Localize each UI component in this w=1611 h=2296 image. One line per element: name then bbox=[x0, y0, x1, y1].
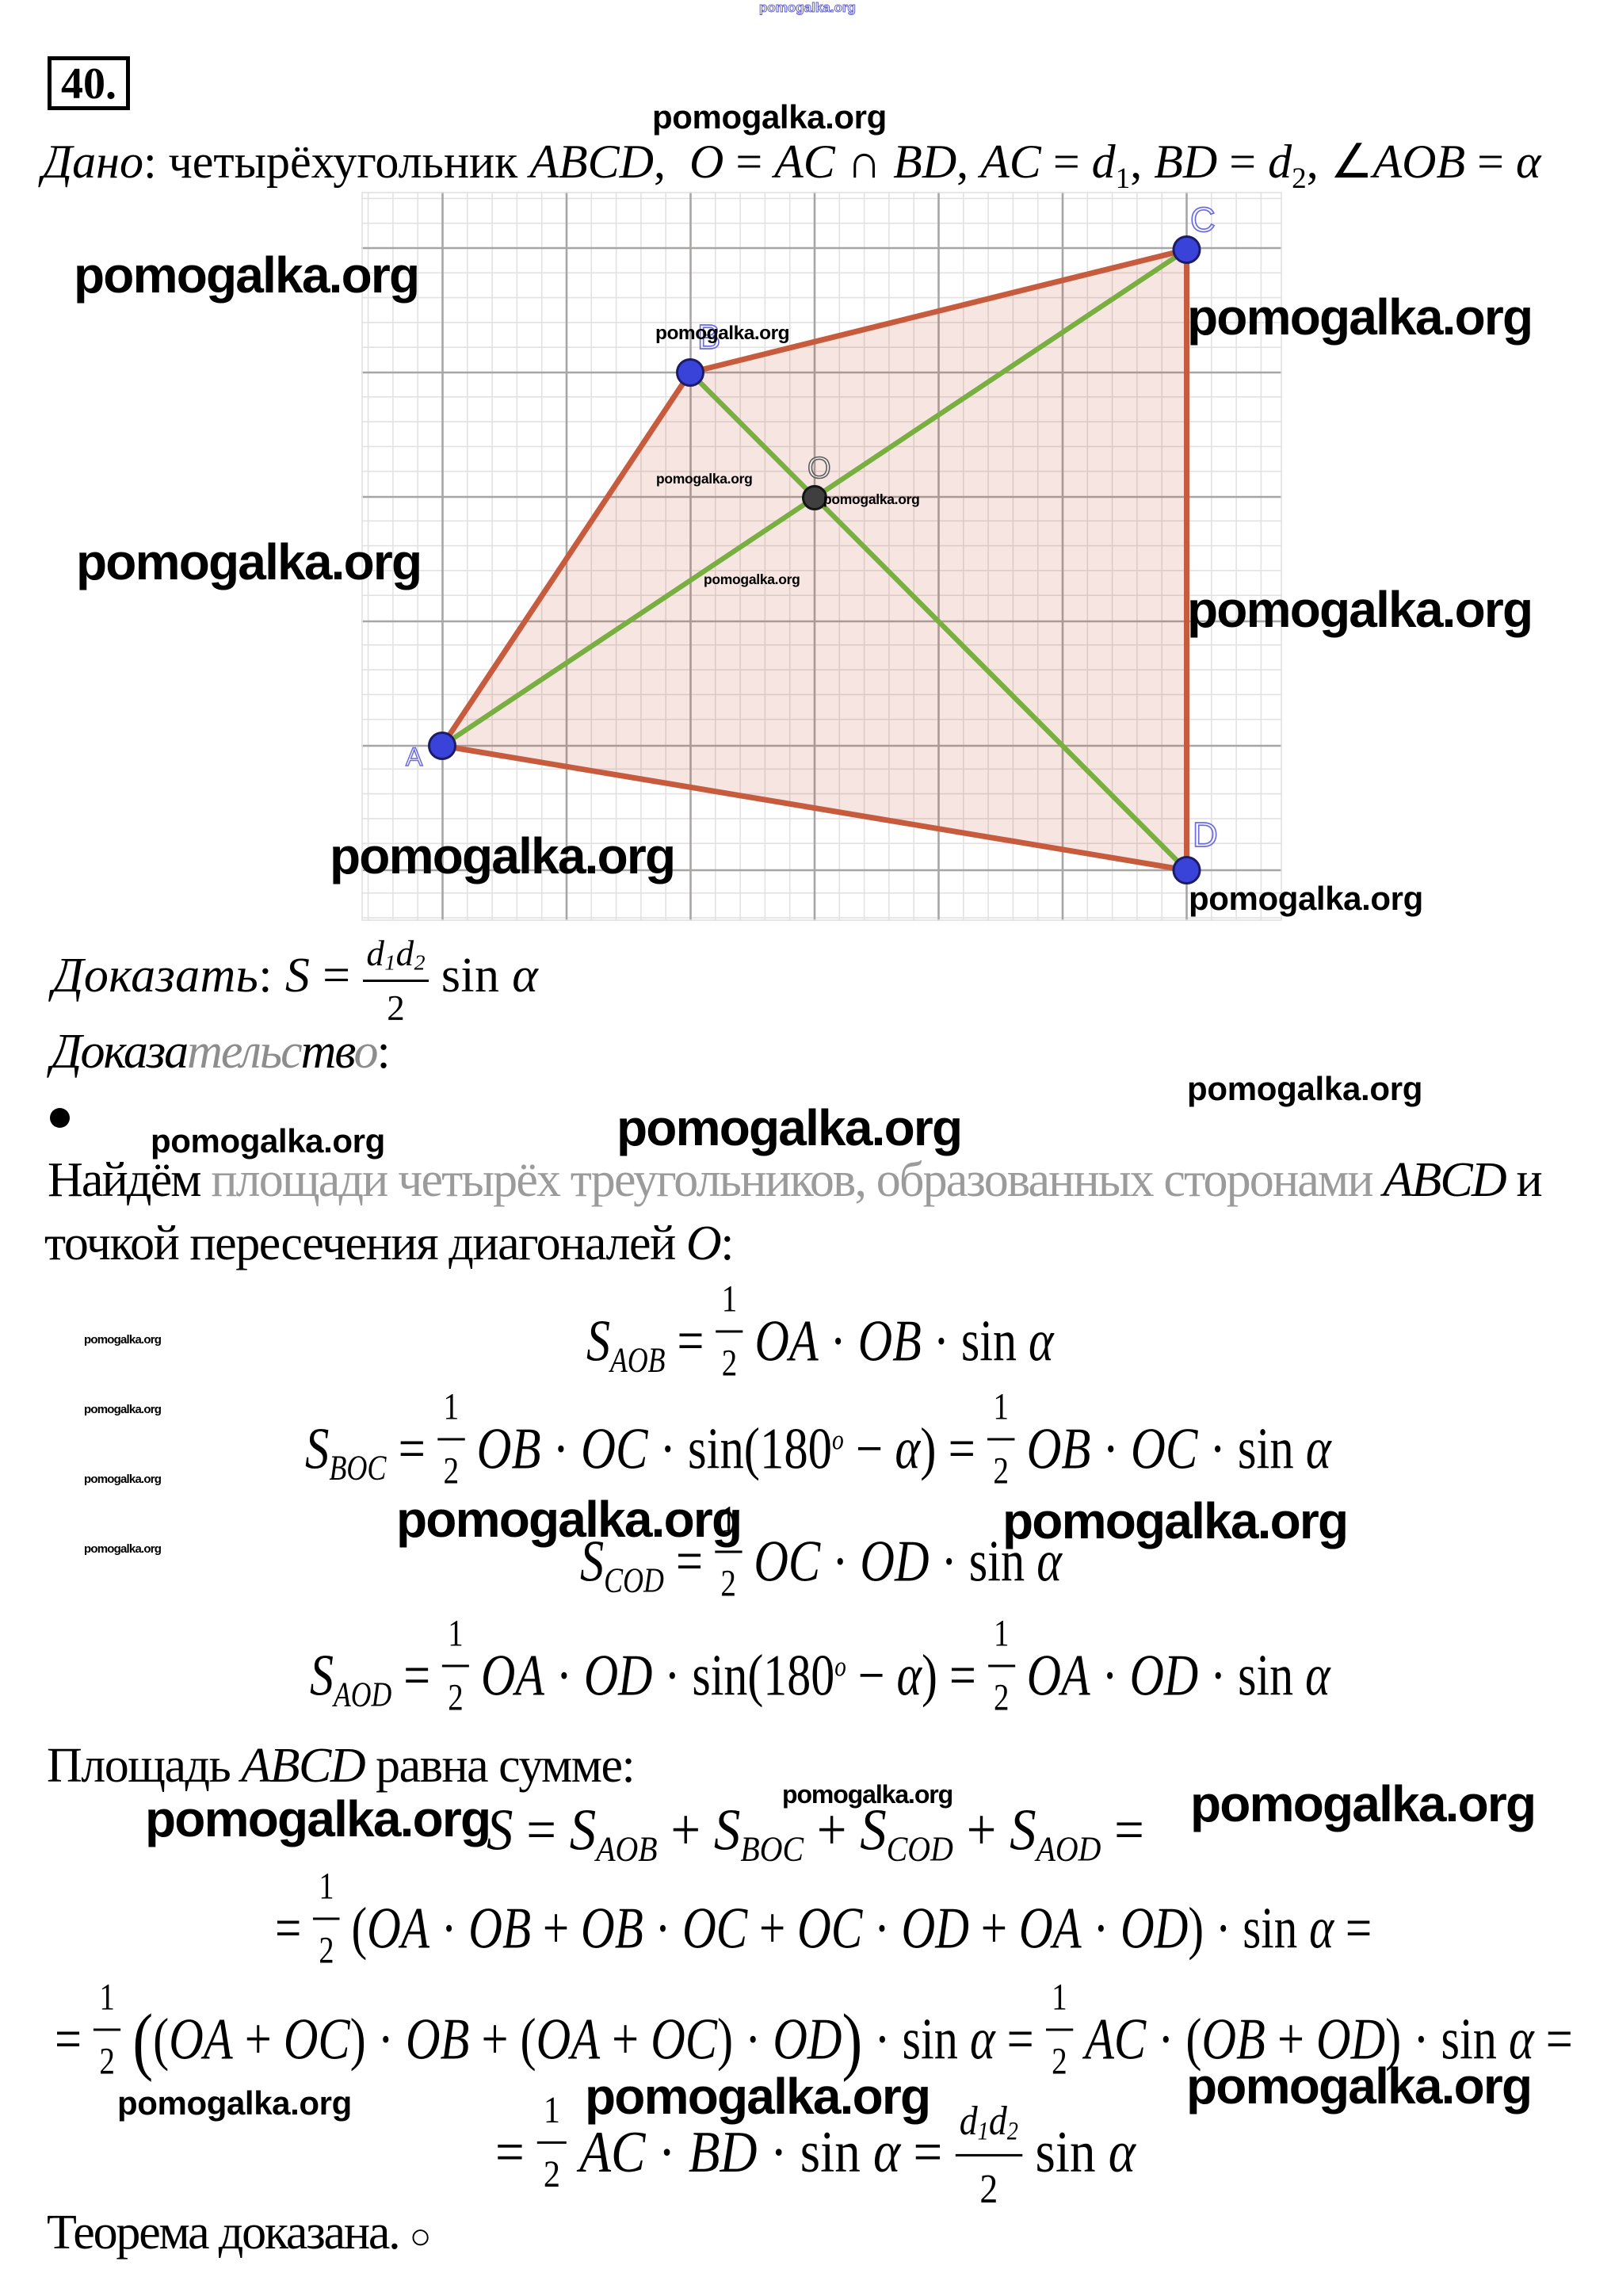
svg-text:B: B bbox=[697, 318, 720, 357]
svg-text:D: D bbox=[1193, 816, 1218, 854]
svg-text:C: C bbox=[1190, 201, 1216, 239]
svg-text:O: O bbox=[807, 452, 831, 485]
svg-text:A: A bbox=[406, 743, 423, 771]
